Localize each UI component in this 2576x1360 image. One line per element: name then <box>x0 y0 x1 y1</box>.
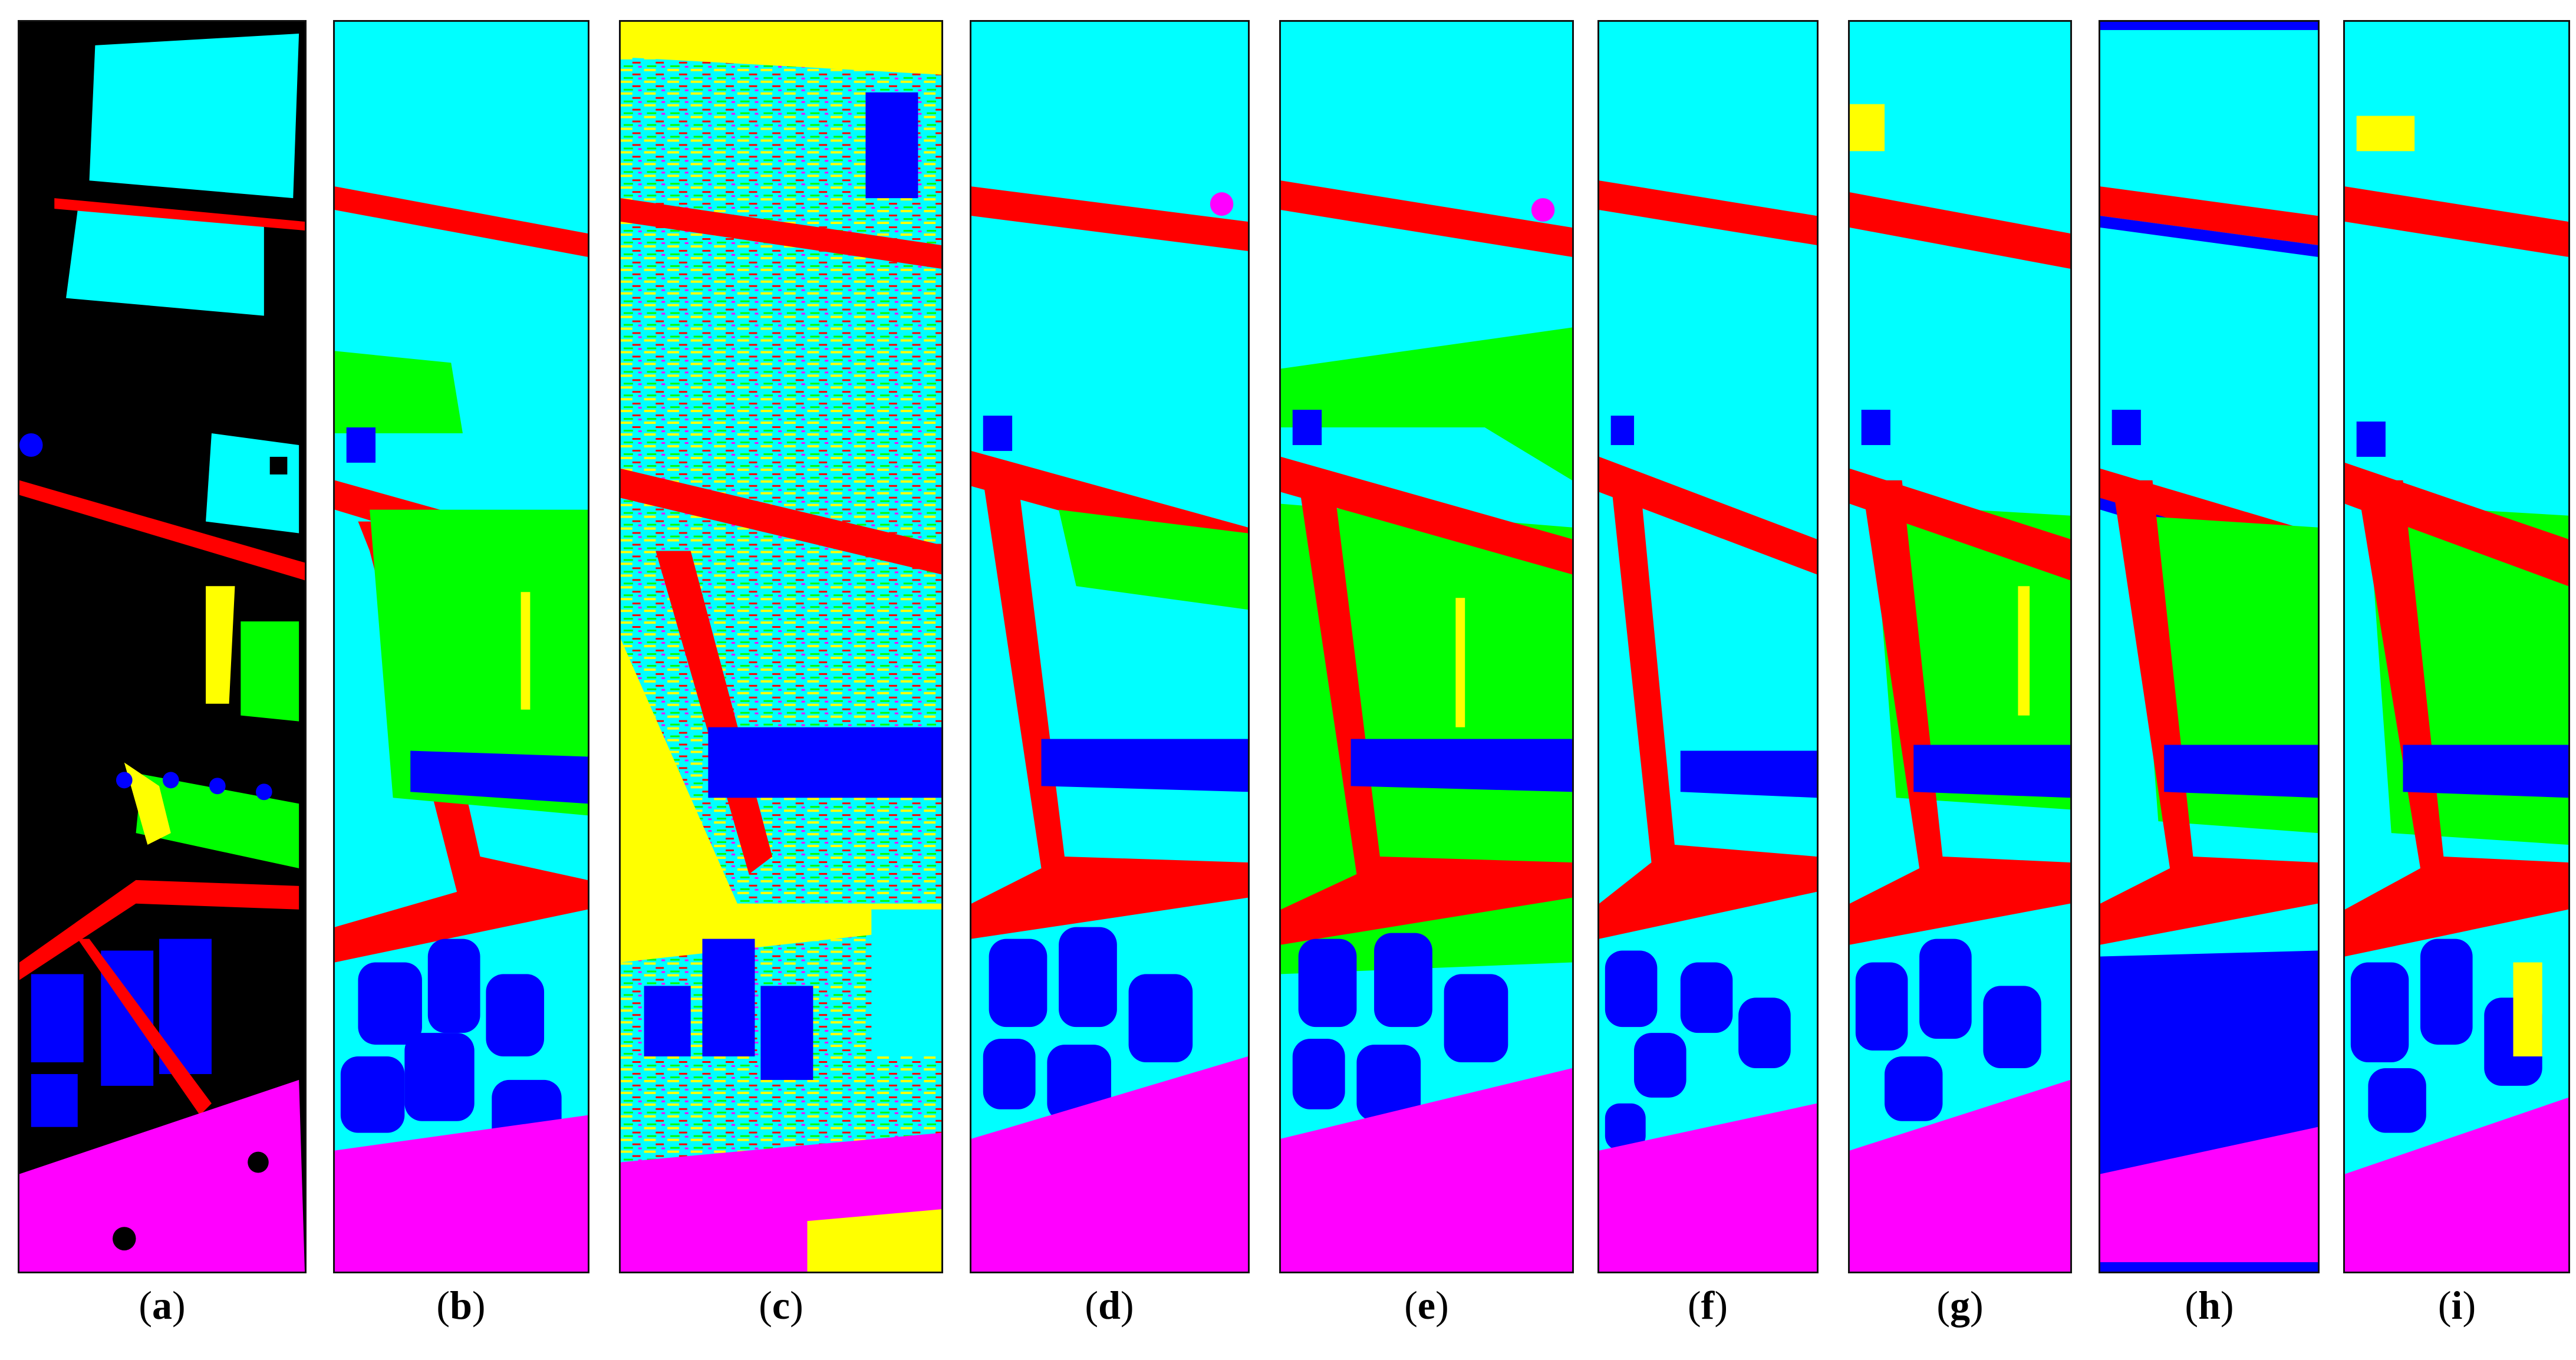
caption-f-letter: f <box>1701 1283 1715 1328</box>
caption-b-letter: b <box>450 1283 472 1328</box>
caption-f: (f) <box>1688 1283 1728 1328</box>
panel-g-map-graphic <box>1850 22 2070 1272</box>
caption-c-letter: c <box>772 1283 790 1328</box>
panel-d-classification-map <box>970 20 1250 1273</box>
caption-i-letter: i <box>2451 1283 2463 1328</box>
panel-c-classification-map <box>619 20 943 1273</box>
caption-g: (g) <box>1936 1283 1984 1328</box>
panel-d-map-graphic <box>971 22 1248 1272</box>
panel-i-map-graphic <box>2345 22 2568 1272</box>
panel-f-classification-map <box>1597 20 1819 1273</box>
panel-a-map-graphic <box>19 22 305 1272</box>
caption-d-letter: d <box>1098 1283 1121 1328</box>
caption-g-letter: g <box>1950 1283 1970 1328</box>
panel-e-classification-map <box>1279 20 1574 1273</box>
panel-h-map-graphic <box>2100 22 2318 1272</box>
caption-e-letter: e <box>1417 1283 1436 1328</box>
caption-b: (b) <box>436 1283 486 1328</box>
caption-e: (e) <box>1404 1283 1449 1328</box>
caption-d: (d) <box>1085 1283 1134 1328</box>
caption-a: (a) <box>139 1283 186 1328</box>
caption-i: (i) <box>2437 1283 2476 1328</box>
caption-h-letter: h <box>2198 1283 2221 1328</box>
panel-h-classification-map <box>2099 20 2320 1273</box>
caption-h: (h) <box>2185 1283 2234 1328</box>
panel-f-map-graphic <box>1599 22 1817 1272</box>
panel-a-ground-truth-map <box>18 20 307 1273</box>
panel-b-map-graphic <box>335 22 588 1272</box>
panel-g-classification-map <box>1848 20 2072 1273</box>
caption-c: (c) <box>759 1283 803 1328</box>
caption-a-letter: a <box>152 1283 172 1328</box>
panel-b-classification-map <box>333 20 589 1273</box>
panel-c-map-graphic <box>621 22 941 1272</box>
panel-e-map-graphic <box>1281 22 1572 1272</box>
panel-i-classification-map <box>2343 20 2570 1273</box>
